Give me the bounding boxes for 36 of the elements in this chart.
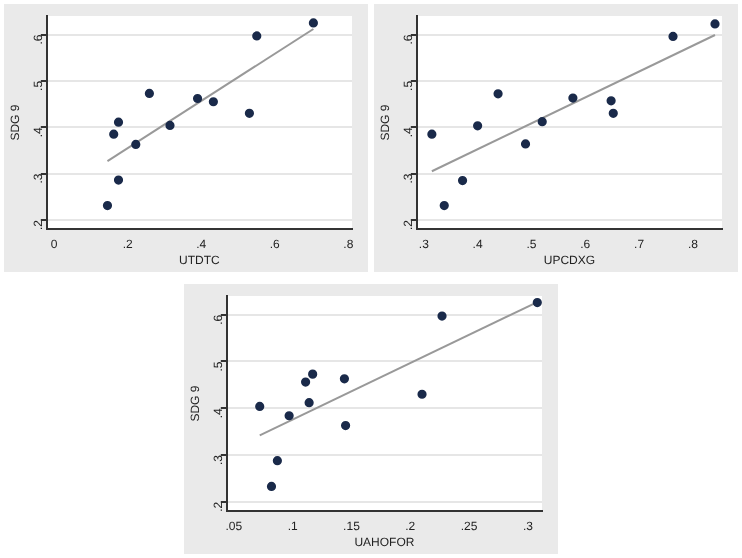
point bbox=[439, 200, 449, 211]
point bbox=[308, 18, 318, 28]
point bbox=[532, 297, 542, 308]
point bbox=[102, 200, 113, 211]
point bbox=[457, 175, 468, 186]
point bbox=[165, 120, 175, 130]
point bbox=[437, 311, 447, 321]
point bbox=[301, 377, 311, 387]
point bbox=[308, 369, 318, 379]
point bbox=[109, 129, 119, 139]
point bbox=[340, 420, 351, 431]
point bbox=[568, 93, 578, 103]
point bbox=[244, 108, 255, 118]
point bbox=[710, 19, 720, 29]
point bbox=[131, 139, 141, 149]
point bbox=[252, 31, 262, 41]
point bbox=[272, 456, 282, 466]
point bbox=[608, 108, 618, 118]
point bbox=[266, 481, 277, 492]
point bbox=[520, 139, 531, 149]
point bbox=[192, 93, 203, 104]
point bbox=[417, 389, 427, 399]
point bbox=[473, 121, 483, 131]
point bbox=[255, 401, 265, 412]
point bbox=[537, 117, 547, 127]
point bbox=[284, 411, 294, 421]
point bbox=[208, 97, 218, 107]
point bbox=[427, 129, 437, 139]
point bbox=[113, 175, 124, 185]
point bbox=[606, 96, 616, 106]
point bbox=[668, 31, 678, 41]
point bbox=[113, 117, 124, 127]
point bbox=[493, 89, 503, 99]
point bbox=[304, 398, 314, 408]
point bbox=[339, 374, 350, 384]
point bbox=[144, 88, 154, 98]
